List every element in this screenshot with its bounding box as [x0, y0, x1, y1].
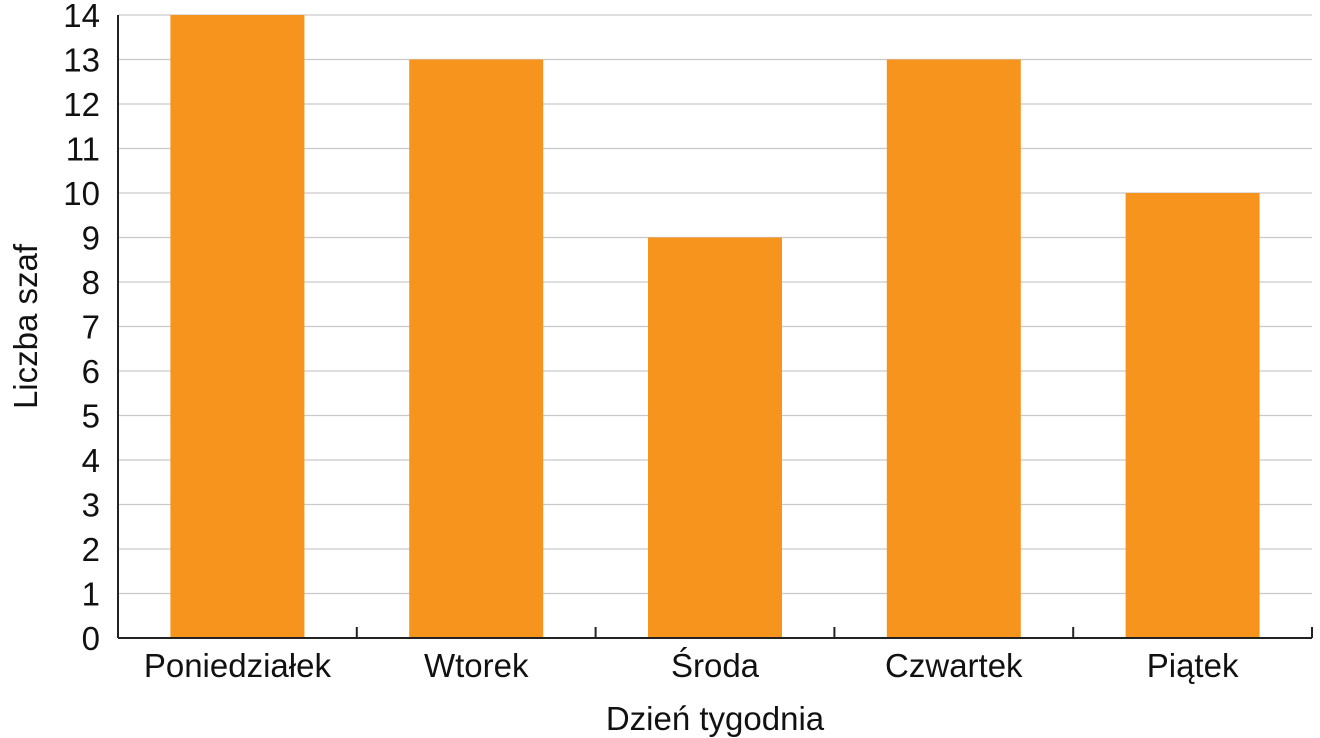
x-tick-label: Poniedziałek	[144, 647, 332, 684]
bar	[886, 59, 1021, 638]
y-tick-label: 0	[82, 620, 100, 657]
y-tick-label: 9	[82, 220, 100, 257]
y-tick-label: 5	[82, 398, 100, 435]
x-tick-label: Wtorek	[424, 647, 529, 684]
y-axis-title: Liczba szaf	[7, 243, 44, 409]
y-tick-label: 2	[82, 531, 100, 568]
y-tick-label: 3	[82, 487, 100, 524]
bar	[648, 237, 782, 638]
x-tick-label: Czwartek	[885, 647, 1023, 684]
x-tick-labels: Poniedziałek Wtorek Środa Czwartek Piątek	[144, 646, 1239, 684]
bar	[1125, 193, 1260, 638]
y-tick-label: 1	[82, 576, 100, 613]
y-tick-label: 11	[66, 131, 100, 168]
x-tick-label: Środa	[671, 646, 760, 684]
y-tick-label: 13	[63, 42, 100, 79]
y-tick-label: 10	[63, 175, 100, 212]
y-tick-label: 7	[82, 309, 100, 346]
bar	[170, 15, 305, 638]
x-axis-title: Dzień tygodnia	[606, 700, 825, 737]
bar	[409, 59, 544, 638]
y-tick-label: 14	[63, 0, 100, 34]
y-tick-label: 8	[82, 264, 100, 301]
x-tick-label: Piątek	[1147, 647, 1239, 684]
y-tick-label: 4	[82, 442, 100, 479]
y-tick-label: 6	[82, 353, 100, 390]
axes	[117, 15, 1313, 639]
y-tick-label: 12	[63, 86, 100, 123]
bars	[170, 15, 1260, 638]
